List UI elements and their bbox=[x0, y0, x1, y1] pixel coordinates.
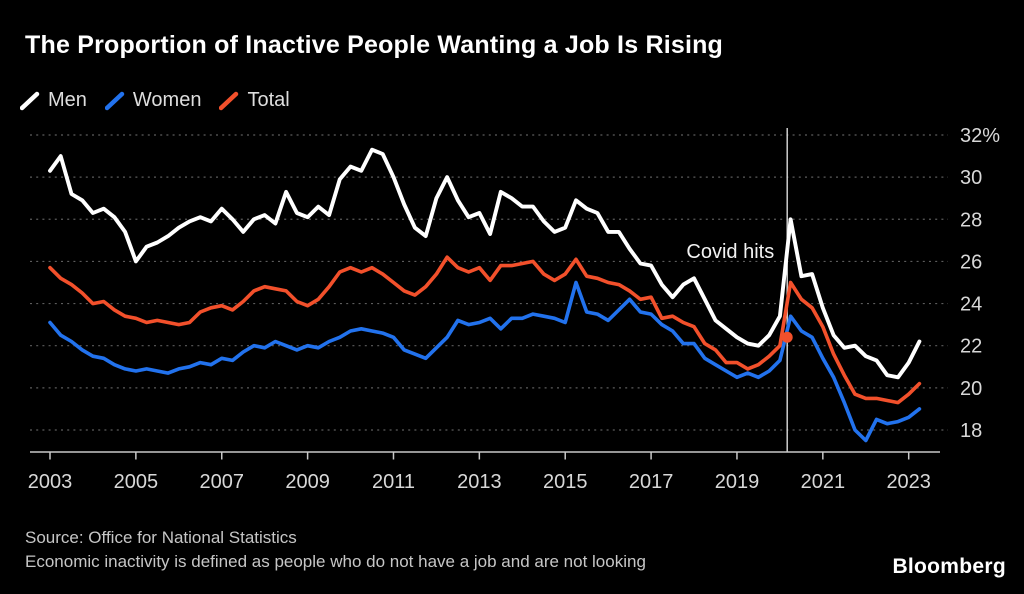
x-axis-label: 2007 bbox=[199, 471, 244, 493]
y-axis-label: 28 bbox=[960, 209, 982, 231]
legend-item-men: Men bbox=[20, 89, 87, 112]
legend-item-total: Total bbox=[219, 89, 290, 112]
legend-item-women: Women bbox=[104, 89, 202, 112]
x-axis-label: 2021 bbox=[801, 471, 846, 493]
source-line: Source: Office for National Statistics bbox=[25, 528, 297, 547]
y-axis-label: 30 bbox=[960, 167, 982, 189]
x-axis-label: 2005 bbox=[114, 471, 159, 493]
women-line-swatch-icon bbox=[104, 91, 125, 110]
legend-label-women: Women bbox=[132, 89, 202, 111]
y-axis-label: 26 bbox=[960, 251, 982, 273]
men-line-swatch-icon bbox=[20, 91, 40, 110]
source-note: Source: Office for National Statistics E… bbox=[25, 526, 646, 574]
x-axis-label: 2013 bbox=[457, 471, 502, 493]
legend: Men Women Total bbox=[20, 89, 290, 112]
definition-line: Economic inactivity is defined as people… bbox=[25, 552, 646, 571]
men-line bbox=[48, 147, 922, 380]
x-axis-ticks: 2003 2005 2007 2009 2011 2013 2015 2017 2019 2021… bbox=[28, 452, 931, 493]
total-line bbox=[48, 255, 922, 405]
legend-label-total: Total bbox=[247, 89, 290, 111]
x-axis-label: 2015 bbox=[543, 471, 588, 493]
y-axis-label: 18 bbox=[960, 420, 982, 442]
total-line-swatch-icon bbox=[219, 91, 239, 110]
y-axis-label: 32% bbox=[960, 125, 1000, 147]
gridlines: 32% 30 28 26 24 22 20 18 bbox=[30, 125, 1000, 442]
x-axis-label: 2019 bbox=[715, 471, 760, 493]
x-axis-label: 2003 bbox=[28, 471, 73, 493]
x-axis-label: 2017 bbox=[629, 471, 674, 493]
data-series bbox=[48, 147, 922, 443]
covid-marker-dot bbox=[781, 331, 793, 343]
covid-annotation: Covid hits bbox=[686, 241, 774, 263]
y-axis-label: 20 bbox=[960, 378, 982, 400]
chart-title: The Proportion of Inactive People Wantin… bbox=[25, 31, 724, 59]
legend-label-men: Men bbox=[48, 89, 87, 111]
y-axis-label: 22 bbox=[960, 336, 982, 358]
women-line bbox=[48, 280, 922, 443]
x-axis-label: 2009 bbox=[285, 471, 330, 493]
x-axis-label: 2023 bbox=[886, 471, 931, 493]
y-axis-label: 24 bbox=[960, 294, 982, 316]
bloomberg-logo: Bloomberg bbox=[892, 555, 1006, 578]
x-axis-label: 2011 bbox=[372, 471, 415, 493]
